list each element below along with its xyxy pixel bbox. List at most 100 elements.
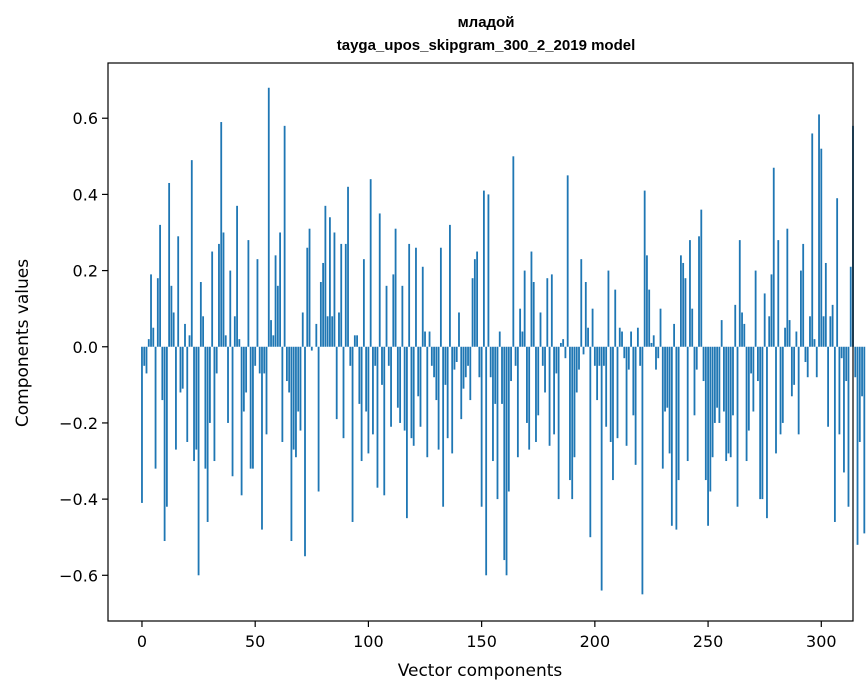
bar-252 <box>711 346 714 458</box>
bar-53 <box>261 346 263 530</box>
bar-211 <box>618 327 621 347</box>
bar-213 <box>623 346 626 359</box>
bar-0 <box>141 346 143 503</box>
bar-52 <box>258 346 261 374</box>
bar-198 <box>589 346 592 538</box>
bar-1 <box>143 346 146 366</box>
bar-109 <box>387 346 390 366</box>
bar-132 <box>439 247 442 347</box>
bar-247 <box>700 209 703 347</box>
bar-291 <box>800 270 802 347</box>
bar-199 <box>591 308 594 347</box>
bar-125 <box>424 331 426 347</box>
bar-155 <box>492 346 494 462</box>
bar-189 <box>569 346 571 481</box>
bar-245 <box>695 346 698 370</box>
bar-183 <box>555 346 558 374</box>
x-axis-label: Vector components <box>398 661 563 681</box>
bar-79 <box>319 282 322 347</box>
bar-262 <box>734 304 737 347</box>
bar-94 <box>353 335 356 347</box>
bar-119 <box>410 346 413 439</box>
bar-187 <box>564 346 567 359</box>
bar-95 <box>356 335 358 347</box>
bar-256 <box>720 320 723 347</box>
bar-37 <box>224 335 227 347</box>
bar-201 <box>596 346 599 401</box>
bar-7 <box>156 278 159 347</box>
bar-175 <box>537 346 540 416</box>
bar-263 <box>736 346 739 507</box>
bar-210 <box>616 346 619 439</box>
x-tick-label: 200 <box>580 632 611 651</box>
bar-234 <box>670 346 673 526</box>
bar-32 <box>213 346 216 462</box>
bar-219 <box>636 327 639 347</box>
bar-162 <box>507 346 510 492</box>
bar-90 <box>344 243 347 347</box>
bar-172 <box>530 251 533 347</box>
bar-243 <box>691 308 694 347</box>
bar-254 <box>716 346 719 408</box>
bar-317 <box>858 346 861 442</box>
bar-169 <box>523 270 526 347</box>
bar-25 <box>197 346 200 576</box>
bar-82 <box>326 316 329 347</box>
bar-275 <box>763 293 766 347</box>
bar-283 <box>781 346 784 423</box>
bar-163 <box>510 346 512 382</box>
bar-157 <box>496 346 499 500</box>
bar-26 <box>199 282 202 347</box>
bar-93 <box>351 346 354 522</box>
bar-223 <box>646 255 648 347</box>
bar-216 <box>630 331 632 347</box>
x-tick-label: 50 <box>245 632 265 651</box>
bar-5 <box>152 327 155 347</box>
bar-69 <box>297 346 300 412</box>
bar-229 <box>659 308 662 347</box>
bar-100 <box>367 346 370 454</box>
bar-208 <box>612 346 614 481</box>
bar-277 <box>768 316 771 347</box>
bar-288 <box>793 346 796 385</box>
bar-242 <box>689 240 691 347</box>
x-tick-label: 300 <box>806 632 837 651</box>
bar-304 <box>829 316 832 347</box>
bar-214 <box>625 346 628 446</box>
bar-8 <box>159 224 161 347</box>
bar-71 <box>301 312 304 347</box>
bar-212 <box>621 331 623 347</box>
bar-287 <box>790 346 793 397</box>
bar-150 <box>480 346 483 507</box>
bar-85 <box>333 232 336 347</box>
bar-235 <box>673 323 676 347</box>
bar-184 <box>557 346 560 500</box>
bar-39 <box>229 270 232 347</box>
bar-126 <box>426 346 429 458</box>
bar-154 <box>489 346 492 378</box>
bar-176 <box>539 312 542 347</box>
bar-78 <box>317 346 320 492</box>
bar-143 <box>464 346 467 378</box>
bar-296 <box>811 133 814 347</box>
bar-130 <box>435 346 438 401</box>
bar-111 <box>392 274 395 347</box>
bar-274 <box>761 346 764 500</box>
bar-299 <box>818 114 820 347</box>
y-tick-label: 0.0 <box>73 338 98 357</box>
bar-295 <box>809 316 811 347</box>
bar-306 <box>833 346 836 522</box>
bar-136 <box>449 224 451 347</box>
bar-278 <box>770 274 773 347</box>
bar-77 <box>315 323 318 347</box>
bar-129 <box>433 346 435 378</box>
x-tick-label: 250 <box>693 632 724 651</box>
bar-29 <box>206 346 209 522</box>
bar-236 <box>675 346 678 530</box>
y-tick-label: −0.4 <box>59 490 98 509</box>
bar-17 <box>179 346 182 393</box>
bar-268 <box>747 346 750 431</box>
bar-165 <box>514 346 517 366</box>
bar-258 <box>725 346 728 462</box>
